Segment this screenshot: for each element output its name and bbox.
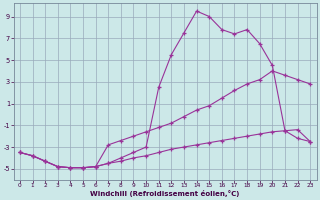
X-axis label: Windchill (Refroidissement éolien,°C): Windchill (Refroidissement éolien,°C) bbox=[90, 190, 240, 197]
